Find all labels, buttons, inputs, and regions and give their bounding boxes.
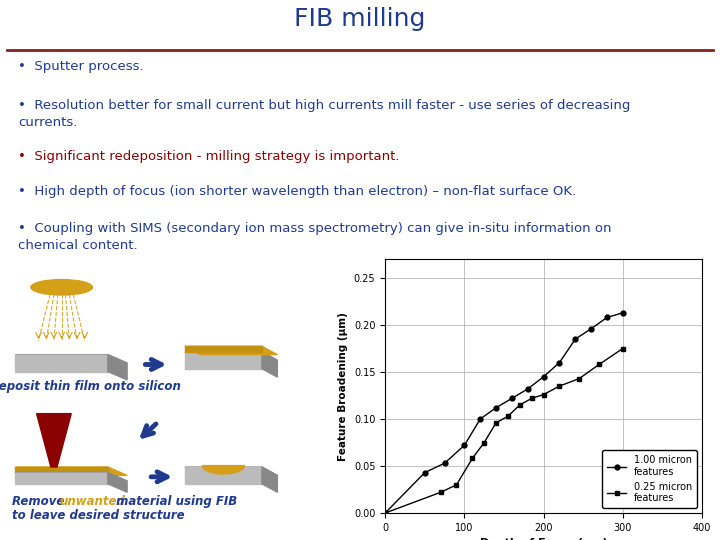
Polygon shape xyxy=(185,346,262,352)
Text: Remove: Remove xyxy=(12,495,68,508)
Polygon shape xyxy=(37,414,71,467)
0.25 micron
features xyxy=(555,383,564,389)
1.00 micron
features xyxy=(618,309,627,316)
Polygon shape xyxy=(185,352,262,369)
1.00 micron
features xyxy=(476,416,485,422)
0.25 micron
features xyxy=(480,439,489,446)
Polygon shape xyxy=(15,472,127,481)
0.25 micron
features xyxy=(539,392,548,398)
0.25 micron
features xyxy=(575,375,584,382)
1.00 micron
features xyxy=(460,442,469,449)
0.25 micron
features xyxy=(436,489,445,496)
1.00 micron
features xyxy=(508,395,516,402)
Polygon shape xyxy=(185,467,262,484)
Text: unwanted: unwanted xyxy=(60,495,125,508)
0.25 micron
features xyxy=(618,345,627,352)
0.25 micron
features xyxy=(527,395,536,402)
Polygon shape xyxy=(202,465,245,474)
Polygon shape xyxy=(15,472,108,484)
0.25 micron
features xyxy=(504,413,513,420)
0.25 micron
features xyxy=(595,361,603,368)
Ellipse shape xyxy=(31,280,92,295)
1.00 micron
features xyxy=(523,386,532,392)
1.00 micron
features xyxy=(381,510,390,516)
Polygon shape xyxy=(15,467,127,475)
Polygon shape xyxy=(108,355,127,380)
Text: to leave desired structure: to leave desired structure xyxy=(12,509,184,522)
Polygon shape xyxy=(262,467,277,492)
1.00 micron
features xyxy=(603,314,611,321)
1.00 micron
features xyxy=(555,359,564,366)
Text: •  High depth of focus (ion shorter wavelength than electron) – non-flat surface: • High depth of focus (ion shorter wavel… xyxy=(18,185,576,198)
Polygon shape xyxy=(15,355,108,372)
1.00 micron
features xyxy=(587,326,595,332)
Text: material using FIB: material using FIB xyxy=(112,495,237,508)
Text: •  Coupling with SIMS (secondary ion mass spectrometry) can give in-situ informa: • Coupling with SIMS (secondary ion mass… xyxy=(18,222,611,252)
Polygon shape xyxy=(15,355,127,363)
Polygon shape xyxy=(15,467,108,472)
Text: •  Sputter process.: • Sputter process. xyxy=(18,60,143,73)
Line: 1.00 micron
features: 1.00 micron features xyxy=(383,310,625,516)
Polygon shape xyxy=(185,467,277,475)
Line: 0.25 micron
features: 0.25 micron features xyxy=(383,346,625,516)
X-axis label: Depth of Focus (μm): Depth of Focus (μm) xyxy=(480,538,608,540)
Text: Deposit thin film onto silicon: Deposit thin film onto silicon xyxy=(0,380,181,393)
Legend: 1.00 micron
features, 0.25 micron
features: 1.00 micron features, 0.25 micron featur… xyxy=(602,450,697,508)
1.00 micron
features xyxy=(492,404,500,411)
Polygon shape xyxy=(108,472,127,492)
Y-axis label: Feature Broadening (μm): Feature Broadening (μm) xyxy=(338,312,348,461)
1.00 micron
features xyxy=(571,336,580,342)
0.25 micron
features xyxy=(381,510,390,516)
0.25 micron
features xyxy=(468,455,477,462)
Text: •  Significant redeposition - milling strategy is important.: • Significant redeposition - milling str… xyxy=(18,151,400,164)
1.00 micron
features xyxy=(420,469,429,476)
Text: •  Resolution better for small current but high currents mill faster - use serie: • Resolution better for small current bu… xyxy=(18,99,630,129)
1.00 micron
features xyxy=(539,374,548,380)
0.25 micron
features xyxy=(452,482,461,488)
Polygon shape xyxy=(185,346,277,355)
1.00 micron
features xyxy=(441,460,449,467)
0.25 micron
features xyxy=(516,402,524,408)
Text: FIB milling: FIB milling xyxy=(294,7,426,31)
0.25 micron
features xyxy=(492,420,500,426)
Polygon shape xyxy=(262,352,277,377)
Polygon shape xyxy=(185,352,277,360)
